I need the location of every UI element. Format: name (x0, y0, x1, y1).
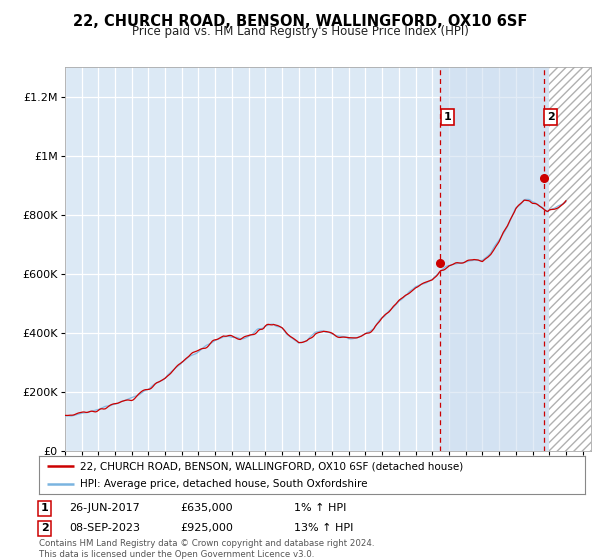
Text: 08-SEP-2023: 08-SEP-2023 (69, 523, 140, 533)
Text: HPI: Average price, detached house, South Oxfordshire: HPI: Average price, detached house, Sout… (80, 479, 367, 489)
Text: 2: 2 (547, 112, 554, 122)
Bar (549, 67, 591, 451)
Text: 26-JUN-2017: 26-JUN-2017 (69, 503, 140, 514)
Text: 1: 1 (443, 112, 451, 122)
Text: Price paid vs. HM Land Registry's House Price Index (HPI): Price paid vs. HM Land Registry's House … (131, 25, 469, 38)
Text: £925,000: £925,000 (180, 523, 233, 533)
Text: 22, CHURCH ROAD, BENSON, WALLINGFORD, OX10 6SF (detached house): 22, CHURCH ROAD, BENSON, WALLINGFORD, OX… (80, 461, 463, 471)
Text: Contains HM Land Registry data © Crown copyright and database right 2024.
This d: Contains HM Land Registry data © Crown c… (39, 539, 374, 559)
Bar (440, 67, 549, 451)
Text: £635,000: £635,000 (180, 503, 233, 514)
Bar (549, 67, 591, 451)
Text: 1% ↑ HPI: 1% ↑ HPI (294, 503, 346, 514)
Text: 13% ↑ HPI: 13% ↑ HPI (294, 523, 353, 533)
Text: 2: 2 (41, 523, 49, 533)
Text: 1: 1 (41, 503, 49, 514)
Text: 22, CHURCH ROAD, BENSON, WALLINGFORD, OX10 6SF: 22, CHURCH ROAD, BENSON, WALLINGFORD, OX… (73, 14, 527, 29)
